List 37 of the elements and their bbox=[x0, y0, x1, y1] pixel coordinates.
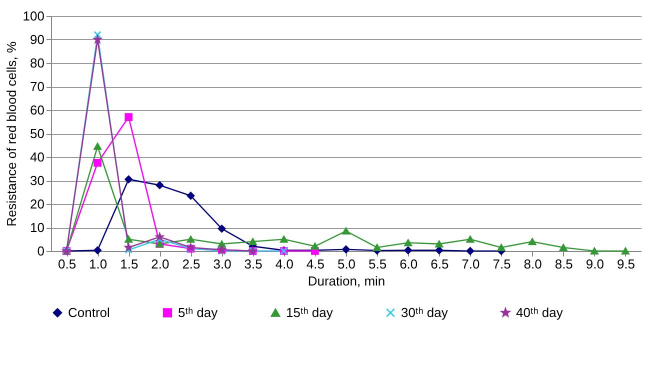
x-tick-label: 1.0 bbox=[89, 256, 108, 272]
x-tick-label: 8.5 bbox=[554, 256, 573, 272]
legend-label: 40ᵗʰ day bbox=[516, 304, 564, 320]
legend-label: 5ᵗʰ day bbox=[178, 304, 218, 320]
y-tick-label: 60 bbox=[30, 102, 44, 118]
x-axis-title: Duration, min bbox=[308, 274, 386, 288]
y-tick-label: 10 bbox=[30, 220, 44, 235]
x-tick-label: 0.5 bbox=[58, 256, 76, 272]
x-tick-label: 4.0 bbox=[275, 256, 294, 272]
x-tick-label: 9.0 bbox=[586, 256, 604, 272]
y-tick-label: 0 bbox=[37, 244, 44, 258]
x-tick-label: 2.0 bbox=[151, 256, 170, 272]
x-tick-label: 8.0 bbox=[524, 256, 542, 272]
y-tick-label: 30 bbox=[30, 173, 44, 188]
x-tick-label: 5.5 bbox=[368, 256, 387, 272]
y-tick-label: 100 bbox=[22, 8, 44, 24]
y-tick-label: 70 bbox=[30, 79, 44, 94]
x-tick-label: 3.0 bbox=[213, 256, 232, 272]
legend-label: Control bbox=[68, 304, 110, 320]
x-tick-label: 1.5 bbox=[120, 256, 138, 272]
x-tick-label: 6.5 bbox=[430, 256, 449, 272]
y-tick-label: 40 bbox=[30, 150, 44, 164]
x-tick-label: 7.5 bbox=[492, 256, 511, 272]
legend-label: 30ᵗʰ day bbox=[401, 304, 448, 320]
x-tick-label: 6.0 bbox=[400, 256, 418, 272]
x-tick-label: 2.5 bbox=[182, 256, 200, 272]
y-tick-label: 50 bbox=[30, 126, 44, 141]
y-tick-label: 20 bbox=[30, 196, 44, 212]
y-axis-title: Resistance of red blood cells, % bbox=[4, 41, 19, 226]
x-tick-label: 9.5 bbox=[616, 256, 636, 272]
y-tick-label: 80 bbox=[30, 56, 44, 70]
x-tick-label: 5.0 bbox=[337, 256, 356, 272]
x-tick-label: 4.5 bbox=[306, 256, 324, 272]
y-tick-label: 90 bbox=[30, 32, 44, 47]
x-tick-label: 7.0 bbox=[462, 256, 480, 272]
x-tick-label: 3.5 bbox=[244, 256, 262, 272]
legend-label: 15ᵗʰ day bbox=[286, 304, 334, 320]
